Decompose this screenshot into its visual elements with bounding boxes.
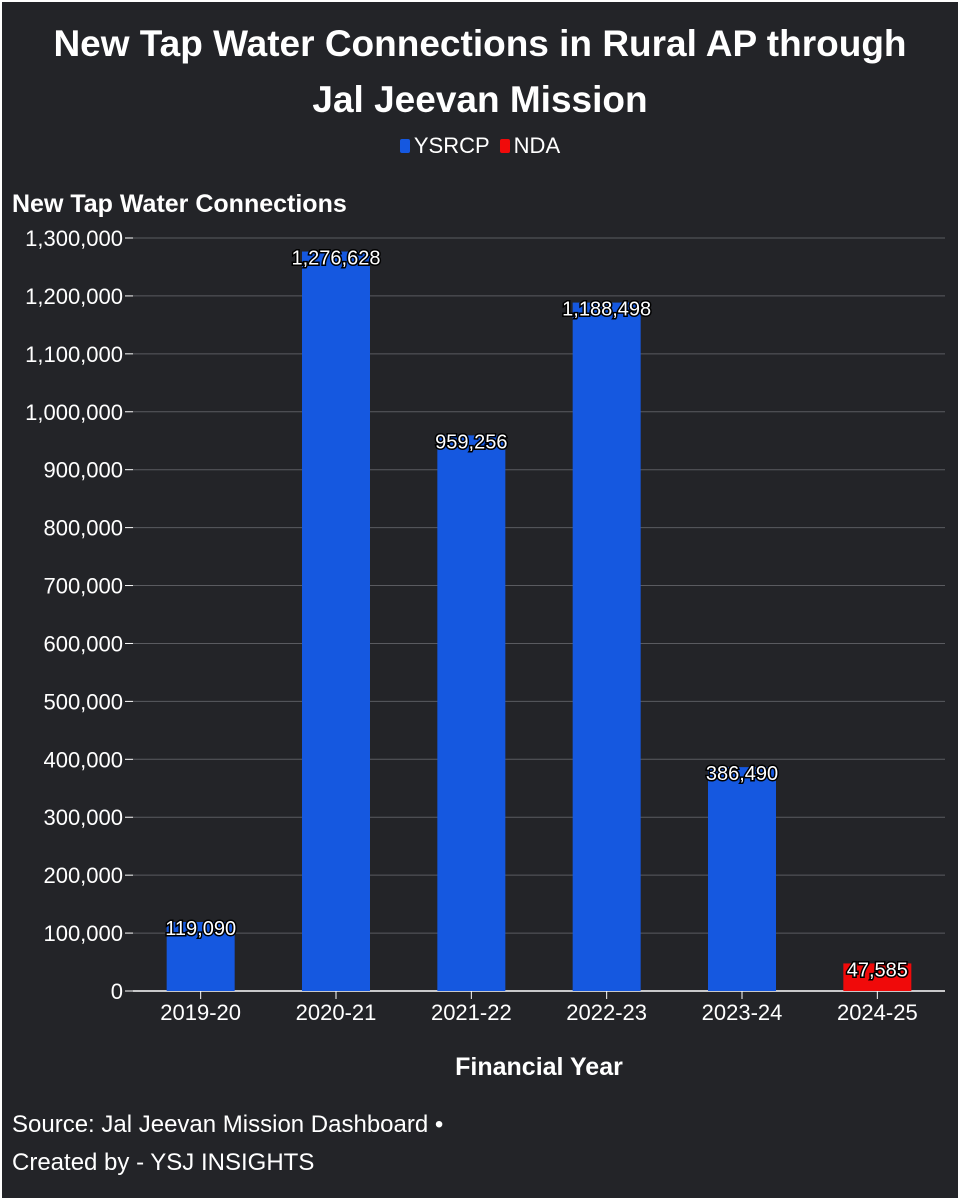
y-tick-label: 0	[111, 979, 123, 1004]
y-tick-label: 1,000,000	[25, 400, 123, 425]
bars: 119,090 1,276,628 959,256 1,188,498 386,490 4…	[164, 246, 912, 992]
legend: YSRCP NDA	[0, 132, 960, 160]
gridlines	[133, 237, 945, 992]
chart-title-line-2: Jal Jeevan Mission	[312, 79, 648, 120]
y-tick-label: 300,000	[43, 805, 123, 830]
y-axis-ticks: 0 100,000 200,000 300,000 400,000 500,000 600,…	[25, 226, 133, 1004]
credit-line: Created by - YSJ INSIGHTS	[12, 1149, 315, 1176]
chart-title-line-1: New Tap Water Connections in Rural AP th…	[53, 23, 907, 64]
x-axis-ticks: 2019-20 2020-21 2021-22 2022-23 2023-24 2024-…	[160, 991, 918, 1025]
legend-swatch-nda	[499, 139, 510, 153]
y-tick-label: 500,000	[43, 689, 123, 714]
value-label-2019-20: 119,090	[165, 918, 236, 940]
x-tick-label: 2024-25	[837, 1000, 918, 1025]
y-axis-title: New Tap Water Connections	[12, 190, 347, 218]
x-tick-label: 2020-21	[296, 1000, 377, 1025]
legend-label-nda: NDA	[513, 133, 561, 158]
x-tick-label: 2022-23	[566, 1000, 647, 1025]
value-label-2022-23: 1,188,498	[562, 299, 651, 321]
legend-label-ysrcp: YSRCP	[413, 133, 490, 158]
x-tick-label: 2019-20	[160, 1000, 241, 1025]
y-tick-label: 1,100,000	[25, 342, 123, 367]
y-tick-label: 1,200,000	[25, 284, 123, 309]
source-line: Source: Jal Jeevan Mission Dashboard •	[12, 1111, 444, 1138]
source-note: Source: Jal Jeevan Mission Dashboard • C…	[12, 1106, 443, 1182]
x-tick-label: 2021-22	[431, 1000, 512, 1025]
y-tick-label: 400,000	[43, 747, 123, 772]
legend-item-nda[interactable]: NDA	[499, 132, 561, 160]
y-tick-label: 800,000	[43, 516, 123, 541]
bar-2022-23[interactable]	[572, 302, 641, 991]
x-axis-title: Financial Year	[455, 1053, 623, 1081]
value-label-2024-25: 47,585	[847, 959, 908, 981]
x-tick-label: 2023-24	[702, 1000, 783, 1025]
y-tick-label: 900,000	[43, 458, 123, 483]
y-tick-label: 100,000	[43, 921, 123, 946]
value-label-2020-21: 1,276,628	[292, 248, 381, 270]
chart-title: New Tap Water Connections in Rural AP th…	[0, 16, 960, 128]
bar-2023-24[interactable]	[708, 767, 776, 991]
y-tick-label: 700,000	[43, 574, 123, 599]
value-label-2023-24: 386,490	[706, 763, 778, 785]
y-tick-label: 200,000	[43, 863, 123, 888]
value-label-2021-22: 959,256	[435, 431, 507, 453]
bar-2024-25[interactable]	[843, 963, 912, 991]
bar-2019-20[interactable]	[166, 922, 235, 991]
y-tick-label: 600,000	[43, 631, 123, 656]
legend-swatch-ysrcp	[399, 139, 410, 153]
legend-item-ysrcp[interactable]: YSRCP	[399, 132, 490, 160]
bar-2021-22[interactable]	[437, 435, 506, 992]
y-tick-label: 1,300,000	[25, 226, 123, 251]
bar-2020-21[interactable]	[302, 251, 370, 991]
